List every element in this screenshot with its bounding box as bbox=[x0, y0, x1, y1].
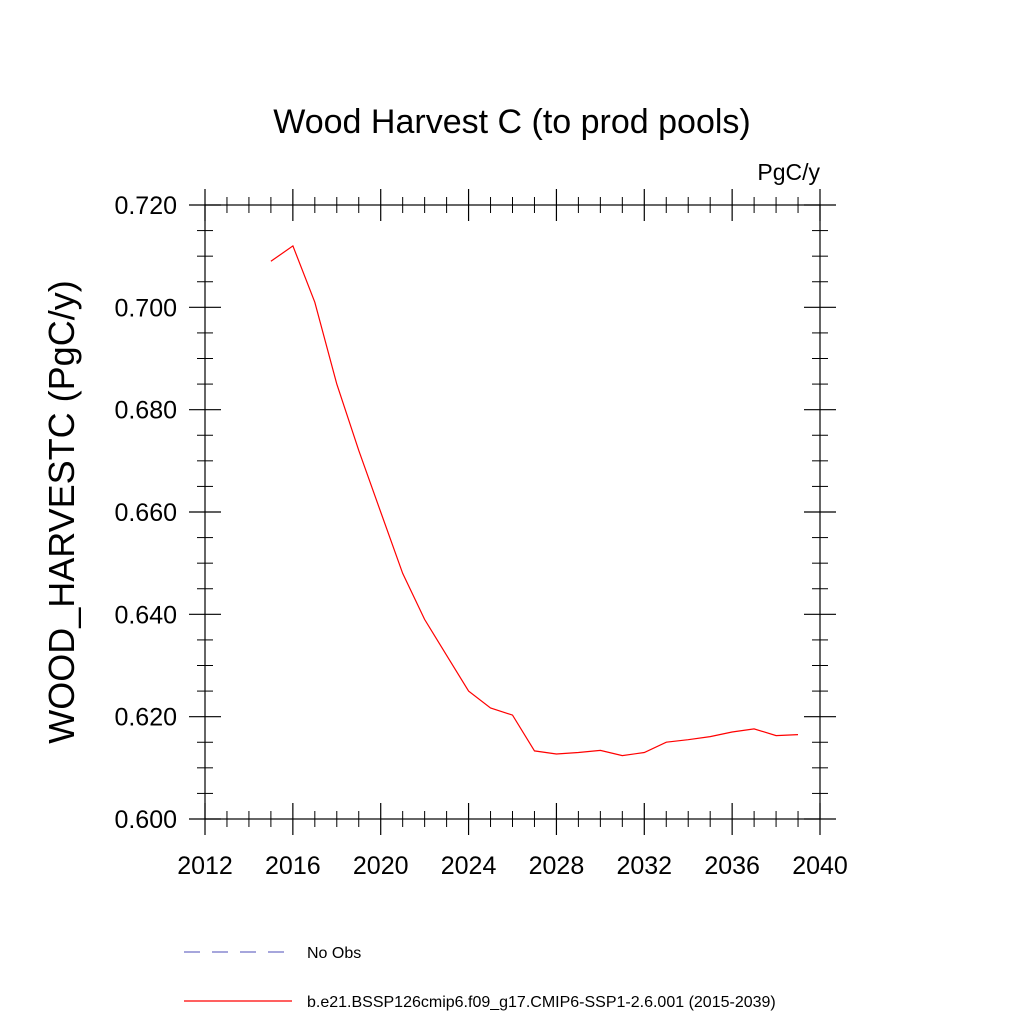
data-point bbox=[336, 383, 338, 385]
data-point bbox=[402, 573, 404, 575]
legend-label-0: No Obs bbox=[307, 945, 361, 962]
data-point bbox=[709, 736, 711, 738]
chart-title: Wood Harvest C (to prod pools) bbox=[273, 103, 750, 141]
y-tick-label: 0.620 bbox=[114, 704, 177, 732]
data-point bbox=[446, 654, 448, 656]
data-point bbox=[358, 450, 360, 452]
data-point bbox=[753, 728, 755, 730]
data-point bbox=[468, 690, 470, 692]
series-line-0 bbox=[270, 244, 799, 757]
y-tick-label: 0.700 bbox=[114, 294, 177, 322]
y-tick-label: 0.680 bbox=[114, 397, 177, 425]
x-tick-label: 2036 bbox=[704, 852, 760, 880]
x-tick-label: 2016 bbox=[265, 852, 321, 880]
data-point bbox=[424, 619, 426, 621]
data-point bbox=[380, 511, 382, 513]
x-tick-label: 2040 bbox=[792, 852, 848, 880]
y-tick-label: 0.720 bbox=[114, 192, 177, 220]
x-tick-label: 2020 bbox=[353, 852, 409, 880]
y-tick-label: 0.600 bbox=[114, 806, 177, 834]
data-point bbox=[534, 750, 536, 752]
data-point bbox=[314, 301, 316, 303]
data-point bbox=[797, 734, 799, 736]
y-tick-label: 0.660 bbox=[114, 499, 177, 527]
units-label: PgC/y bbox=[757, 159, 820, 185]
data-point bbox=[687, 739, 689, 741]
y-tick-label: 0.640 bbox=[114, 601, 177, 629]
data-point bbox=[292, 245, 294, 247]
x-tick-label: 2012 bbox=[177, 852, 233, 880]
data-point bbox=[556, 753, 558, 755]
data-point bbox=[731, 731, 733, 733]
x-tick-label: 2032 bbox=[616, 852, 672, 880]
data-point bbox=[775, 735, 777, 737]
legend-label-1: b.e21.BSSP126cmip6.f09_g17.CMIP6-SSP1-2.… bbox=[307, 994, 776, 1011]
x-tick-label: 2024 bbox=[441, 852, 497, 880]
data-point bbox=[490, 707, 492, 709]
data-point bbox=[643, 752, 645, 754]
data-point bbox=[622, 755, 624, 757]
data-point bbox=[600, 750, 602, 752]
data-point bbox=[578, 752, 580, 754]
plot-frame bbox=[204, 204, 821, 820]
data-point bbox=[270, 260, 272, 262]
x-tick-label: 2028 bbox=[529, 852, 585, 880]
data-point bbox=[512, 714, 514, 716]
data-point bbox=[665, 741, 667, 743]
y-axis-label: WOOD_HARVESTC (PgC/y) bbox=[41, 280, 82, 743]
